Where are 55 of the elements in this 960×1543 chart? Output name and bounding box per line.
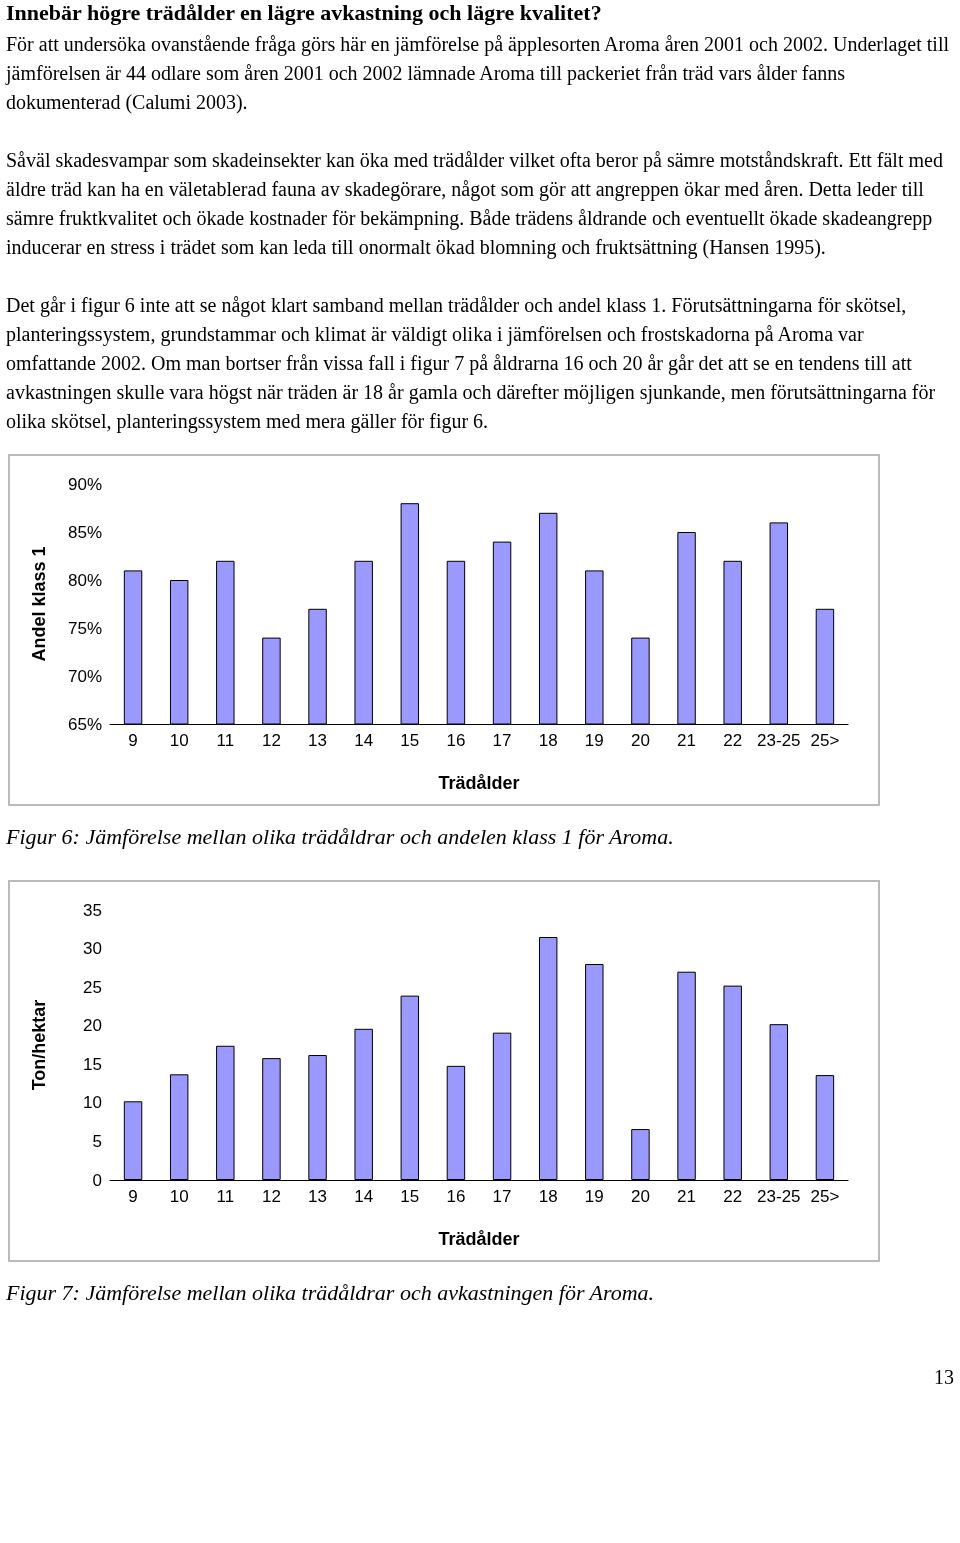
- y-tick-label: 90%: [67, 474, 102, 494]
- x-tick-label: 23-25: [757, 731, 801, 750]
- x-tick-label: 12: [261, 731, 281, 750]
- x-tick-label: 9: [128, 1187, 138, 1206]
- y-tick-label: 85%: [67, 522, 102, 542]
- x-tick-label: 19: [584, 731, 604, 750]
- text: För att undersöka ovanstående fråga görs här en jämförelse på äpplesorten Aroma åren 2001 och 2002. Underlaget till jämförelsen är 44 odlare som åren 2001 och 2002 lämnade Aroma till packeriet från träd vars ålder fanns dokumenterad (Calumi 2003). Såväl skadesvampar som skadeinsekter kan öka med trädålder vilket ofta beror på sämre motståndskraft. Ett fält med äldre träd kan ha en väletablerad fauna av skadegörare, något som gör att angreppen ökar med åren. Detta leder till sämre fruktkvalitet och ökade kostnader för bekämpning. Både trädens åldrande och eventuellt ökade skadeangrepp inducerar en stress i trädet som kan leda till onormalt ökad blomning och fruktsättning (Hansen 1995). Det går i figur 6 inte att se något klart samband mellan trädålder och andel klass 1. Förutsättningarna för skötsel, planteringssystem, grundstammar och klimat är väldigt olika i jämförelsen och frostskadorna på Aroma var omfattande 2002. Om man bortser från vissa fall i figur 7 på åldrarna 16 och 20 år går det att se en tendens till att avkastningen skulle vara högst när träden är 18 år gamla och därefter möjligen sjunkande, men förutsättningarna för olika skötsel, planteringssystem med mera gäller för figur 6.: [6, 33, 950, 432]
- x-tick-label: 10: [169, 731, 189, 750]
- y-tick-label: 75%: [67, 618, 102, 638]
- text: Figur 7: Jämförelse mellan olika trädåldrar och avkastningen för Aroma.: [6, 1280, 656, 1306]
- x-tick-label: 11: [216, 731, 235, 750]
- x-tick-label: 21: [677, 731, 697, 750]
- x-tick-label: 20: [630, 1187, 650, 1206]
- x-tick-label: 20: [630, 731, 650, 750]
- x-axis-title: Trädålder: [438, 773, 520, 793]
- y-axis-title: Ton/hektar: [29, 999, 49, 1091]
- x-tick-label: 14: [354, 1187, 374, 1206]
- x-tick-label: 25>: [810, 1187, 840, 1206]
- y-tick-label: 65%: [67, 714, 102, 734]
- y-tick-label: 10: [83, 1093, 102, 1113]
- x-tick-label: 9: [128, 731, 138, 750]
- x-tick-label: 22: [723, 1187, 743, 1206]
- x-tick-label: 16: [446, 1187, 466, 1206]
- y-tick-label: 20: [83, 1016, 102, 1036]
- y-tick-label: 0: [92, 1170, 102, 1190]
- y-tick-label: 25: [83, 977, 102, 997]
- x-tick-label: 21: [677, 1187, 697, 1206]
- y-tick-label: 15: [83, 1054, 102, 1074]
- text: 13: [933, 1366, 954, 1389]
- x-tick-label: 23-25: [757, 1187, 801, 1206]
- x-tick-label: 19: [584, 1187, 604, 1206]
- x-tick-label: 17: [492, 1187, 512, 1206]
- x-tick-label: 17: [492, 731, 512, 750]
- y-axis-title: Andel klass 1: [29, 546, 49, 662]
- x-tick-label: 16: [446, 731, 466, 750]
- y-tick-label: 35: [83, 900, 102, 920]
- y-tick-label: 70%: [67, 666, 102, 686]
- x-tick-label: 18: [538, 1187, 558, 1206]
- x-tick-label: 12: [261, 1187, 281, 1206]
- y-tick-label: 30: [83, 939, 102, 959]
- x-tick-label: 15: [400, 1187, 420, 1206]
- x-tick-label: 14: [354, 731, 374, 750]
- text: Figur 6: Jämförelse mellan olika trädåldrar och andelen klass 1 för Aroma.: [6, 824, 675, 850]
- x-tick-label: 13: [308, 1187, 328, 1206]
- x-tick-label: 13: [308, 731, 328, 750]
- x-tick-label: 18: [538, 731, 558, 750]
- x-tick-label: 15: [400, 731, 420, 750]
- y-tick-label: 80%: [67, 570, 102, 590]
- x-axis-title: Trädålder: [438, 1229, 520, 1249]
- x-tick-label: 22: [723, 731, 743, 750]
- x-tick-label: 11: [216, 1187, 235, 1206]
- x-tick-label: 10: [169, 1187, 189, 1206]
- x-tick-label: 25>: [810, 731, 840, 750]
- chart-title: Innebär högre trädålder en lägre avkastning och lägre kvalitet?: [6, 0, 603, 26]
- y-tick-label: 5: [92, 1131, 102, 1151]
